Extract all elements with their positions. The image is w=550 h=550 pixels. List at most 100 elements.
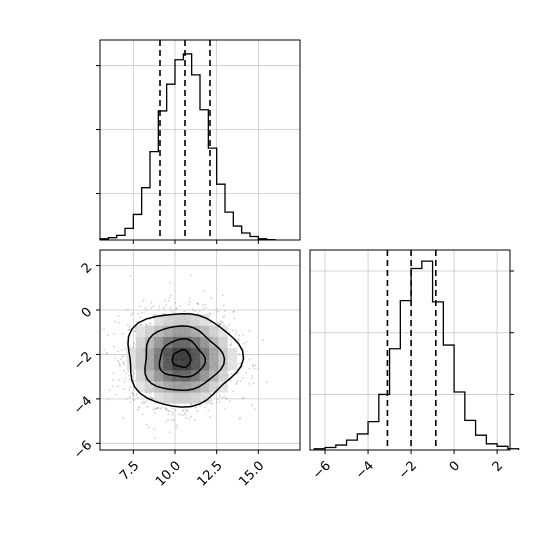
- scatter-point: [183, 310, 186, 313]
- scatter-point: [219, 323, 222, 326]
- heatmap-cell: [172, 358, 182, 371]
- scatter-point: [170, 419, 173, 422]
- scatter-point: [133, 399, 135, 402]
- scatter-point: [253, 408, 256, 411]
- scatter-point: [223, 407, 226, 410]
- scatter-point: [220, 319, 223, 322]
- scatter-point: [155, 407, 158, 410]
- heatmap-cell: [163, 336, 173, 349]
- scatter-point: [122, 362, 125, 365]
- scatter-point: [154, 408, 157, 411]
- scatter-point: [113, 332, 115, 335]
- scatter-point: [118, 321, 120, 324]
- scatter-point: [174, 409, 177, 411]
- heatmap-cell: [145, 347, 155, 360]
- contour-line: [171, 349, 192, 369]
- scatter-point: [199, 405, 201, 407]
- scatter-point: [194, 310, 196, 312]
- heatmap-cell: [209, 347, 219, 360]
- heatmap-cell: [181, 347, 192, 360]
- scatter-point: [209, 313, 212, 316]
- scatter-point: [196, 312, 199, 315]
- scatter-point: [149, 322, 152, 325]
- heatmap-cell: [145, 336, 155, 349]
- heatmap-cell: [145, 381, 155, 393]
- scatter-point: [139, 305, 142, 308]
- scatter-point: [262, 339, 265, 342]
- scatter-point: [148, 322, 151, 325]
- scatter-point: [185, 410, 188, 412]
- contour-line: [144, 325, 226, 392]
- scatter-point: [222, 321, 224, 324]
- scatter-point: [174, 308, 177, 311]
- scatter-point: [208, 312, 211, 315]
- scatter-point: [210, 399, 213, 402]
- scatter-point: [123, 362, 125, 365]
- scatter-point: [196, 410, 199, 412]
- scatter-point: [171, 310, 174, 313]
- scatter-point: [125, 398, 128, 401]
- heatmap-cell: [181, 325, 192, 337]
- scatter-point: [248, 329, 251, 332]
- scatter-point: [189, 403, 192, 406]
- scatter-point: [138, 407, 141, 409]
- scatter-point: [252, 364, 255, 367]
- scatter-point: [164, 313, 166, 315]
- scatter-point: [141, 413, 144, 416]
- scatter-point: [217, 310, 219, 313]
- scatter-point: [218, 323, 221, 325]
- heatmap-cell: [172, 381, 182, 393]
- scatter-point: [132, 346, 134, 348]
- heatmap-cell: [126, 347, 137, 360]
- heatmap-cell: [135, 325, 146, 337]
- heatmap-cell: [181, 314, 192, 326]
- scatter-point: [184, 413, 187, 416]
- scatter-point: [205, 306, 208, 309]
- scatter-point: [142, 401, 145, 404]
- heatmap-cell: [135, 370, 146, 382]
- scatter-point: [188, 417, 191, 420]
- heatmap-cell: [163, 381, 173, 393]
- scatter-point: [122, 417, 125, 420]
- scatter-point: [239, 362, 242, 365]
- heatmap-cell: [172, 392, 182, 404]
- heatmap-cell: [163, 325, 173, 337]
- scatter-point: [158, 305, 161, 308]
- heatmap-cell: [227, 347, 237, 360]
- scatter-point: [157, 407, 160, 410]
- scatter-point: [251, 365, 254, 368]
- scatter-point: [127, 308, 129, 311]
- scatter-point: [141, 311, 144, 314]
- scatter-point: [140, 323, 143, 326]
- scatter-point: [170, 306, 173, 309]
- scatter-point: [119, 364, 121, 367]
- scatter-point: [114, 356, 117, 359]
- scatter-point: [107, 334, 109, 337]
- scatter-point: [219, 401, 221, 403]
- scatter-point: [152, 314, 155, 317]
- heatmap-cell: [145, 358, 155, 371]
- scatter-point: [193, 419, 196, 421]
- scatter-point: [197, 302, 200, 305]
- heatmap-cell: [181, 392, 192, 404]
- scatter-point: [174, 301, 177, 304]
- scatter-point: [257, 367, 260, 370]
- scatter-point: [233, 317, 236, 320]
- scatter-point: [223, 315, 226, 318]
- scatter-point: [131, 392, 134, 395]
- heatmap-cell: [154, 347, 164, 360]
- scatter-point: [132, 394, 135, 397]
- scatter-point: [245, 372, 247, 375]
- scatter-point: [157, 406, 160, 409]
- scatter-point: [162, 306, 165, 309]
- scatter-point: [149, 396, 152, 398]
- scatter-point: [154, 407, 157, 410]
- scatter-point: [185, 408, 187, 411]
- scatter-point: [124, 377, 127, 380]
- joint-frame: [99, 249, 301, 451]
- scatter-point: [114, 393, 117, 396]
- scatter-point: [191, 308, 194, 311]
- scatter-point: [235, 332, 238, 335]
- scatter-point: [236, 339, 239, 342]
